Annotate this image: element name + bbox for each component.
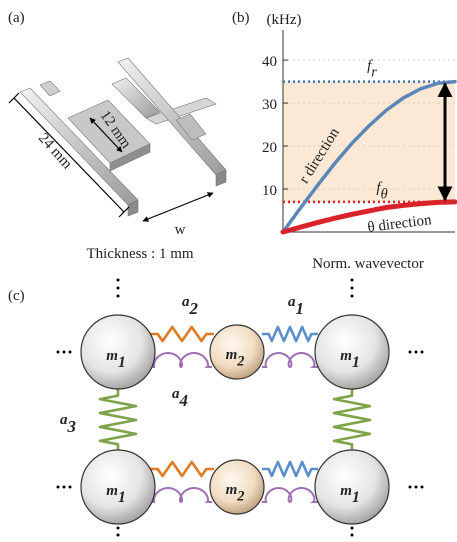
ellipsis-dot bbox=[117, 287, 120, 290]
ellipsis-dot bbox=[69, 351, 72, 354]
ellipsis-dot bbox=[57, 351, 60, 354]
spring-label-index: 3 bbox=[67, 417, 76, 436]
gap-label: w bbox=[175, 222, 186, 238]
coil-spring bbox=[150, 353, 212, 367]
mass-label-symbol: m bbox=[340, 483, 352, 499]
ellipsis-dot bbox=[351, 279, 354, 282]
coil-spring bbox=[262, 353, 318, 367]
ellipsis-dot bbox=[415, 351, 418, 354]
thickness-label: Thickness : 1 mm bbox=[86, 246, 193, 262]
ref-label-index: r bbox=[371, 65, 377, 81]
ellipsis-dot bbox=[351, 527, 354, 530]
spring-a2 bbox=[150, 462, 214, 476]
ellipsis-dot bbox=[117, 527, 120, 530]
mass-label-symbol: m bbox=[226, 347, 238, 363]
mass-label-index: 1 bbox=[352, 354, 360, 371]
ellipsis-dot bbox=[117, 279, 120, 282]
panel-a: (a) 24 mm 12 mm w Thickness : 1 mm bbox=[8, 10, 226, 262]
spring-a1 bbox=[262, 462, 318, 476]
panel-label: (a) bbox=[8, 10, 25, 26]
spring-label: a2 bbox=[182, 294, 199, 318]
y-tick-label: 20 bbox=[262, 140, 277, 156]
mass-label-symbol: m bbox=[340, 348, 352, 364]
ref-label-index: θ bbox=[381, 187, 388, 203]
ellipsis-dot bbox=[409, 486, 412, 489]
figure: (a) 24 mm 12 mm w Thickness : 1 mm (b) (… bbox=[0, 0, 457, 542]
coil-spring bbox=[150, 488, 212, 502]
mass bbox=[81, 315, 155, 389]
mass-label-index: 2 bbox=[236, 489, 244, 505]
ellipsis-dot bbox=[63, 351, 66, 354]
mass bbox=[315, 315, 389, 389]
ellipsis-dot bbox=[421, 486, 424, 489]
mass-label-symbol: m bbox=[106, 483, 118, 499]
mass-label-symbol: m bbox=[106, 348, 118, 364]
ellipsis-dot bbox=[351, 295, 354, 298]
panel-label: (b) bbox=[232, 10, 250, 26]
y-axis-label: (kHz) bbox=[267, 12, 302, 28]
ellipsis-dot bbox=[69, 486, 72, 489]
ellipsis-dot bbox=[351, 534, 354, 537]
mass-label-symbol: m bbox=[226, 482, 238, 498]
spring-a3 bbox=[100, 388, 136, 452]
ellipsis-dot bbox=[117, 534, 120, 537]
mass-label-index: 1 bbox=[118, 489, 126, 506]
mass-label-index: 2 bbox=[236, 354, 244, 370]
spring-a3 bbox=[334, 388, 370, 452]
spring-label-index: 4 bbox=[179, 391, 188, 410]
ellipsis-dot bbox=[351, 287, 354, 290]
ellipsis-dot bbox=[409, 351, 412, 354]
y-tick-label: 30 bbox=[262, 97, 277, 113]
ellipsis-dot bbox=[57, 486, 60, 489]
panel-label: (c) bbox=[8, 288, 25, 304]
ellipsis-dot bbox=[421, 351, 424, 354]
mass bbox=[315, 450, 389, 524]
y-tick-label: 10 bbox=[262, 183, 277, 199]
y-tick-label: 40 bbox=[262, 54, 277, 70]
mass-label-index: 1 bbox=[118, 354, 126, 371]
spring-label: a1 bbox=[288, 294, 304, 318]
x-axis-label: Norm. wavevector bbox=[312, 256, 424, 272]
spring-label-index: 2 bbox=[189, 299, 199, 318]
coil-spring bbox=[262, 488, 318, 502]
ref-label: fr bbox=[367, 58, 377, 81]
mass-label-index: 1 bbox=[352, 489, 360, 506]
spring-label: a4 bbox=[172, 386, 188, 410]
spring-label: a3 bbox=[60, 412, 76, 436]
ellipsis-dot bbox=[63, 486, 66, 489]
spring-a2 bbox=[150, 327, 214, 341]
ellipsis-dot bbox=[415, 486, 418, 489]
spring-a1 bbox=[262, 327, 318, 341]
mass bbox=[81, 450, 155, 524]
ellipsis-dot bbox=[117, 295, 120, 298]
spring-label-index: 1 bbox=[296, 299, 304, 318]
